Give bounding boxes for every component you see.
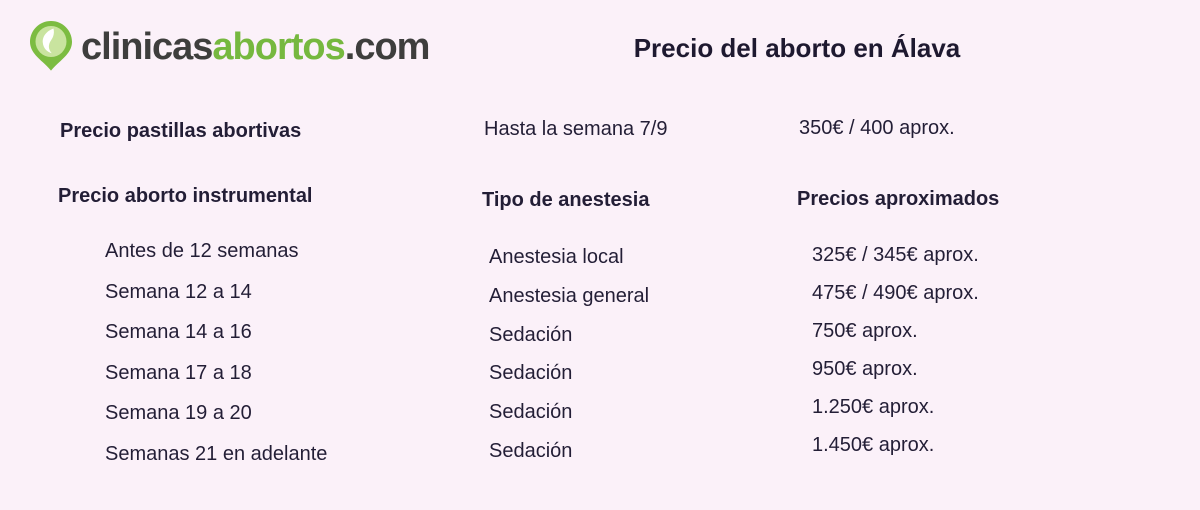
table-cell-week: Semanas 21 en adelante: [105, 442, 328, 465]
map-pin-icon: [30, 21, 72, 71]
table-cell-week: Semana 17 a 18: [105, 361, 252, 384]
logo: clinicasabortos.com: [28, 20, 431, 74]
table-cell-anesthesia: Anestesia local: [489, 246, 624, 268]
table-cell-anesthesia: Sedación: [489, 439, 573, 462]
table-cell-week: Semana 14 a 16: [105, 321, 252, 343]
table-cell-anesthesia: Anestesia general: [489, 284, 650, 307]
section-label-pastillas: Precio pastillas abortivas: [60, 120, 302, 142]
table-cell-week: Semana 19 a 20: [105, 402, 252, 424]
table-cell-week: Antes de 12 semanas: [105, 240, 299, 262]
table-cell-price: 475€ / 490€ aprox.: [812, 282, 979, 304]
page-title: Precio del aborto en Álava: [633, 33, 961, 63]
column-header-anesthesia: Tipo de anestesia: [482, 189, 650, 211]
logo-part-com: .com: [344, 26, 431, 68]
table-cell-price: 950€ aprox.: [812, 358, 918, 380]
table-cell-anesthesia: Sedación: [489, 401, 573, 424]
column-weeks: Antes de 12 semanas Semana 12 a 14 Seman…: [105, 239, 327, 466]
table-cell-week: Semana 12 a 14: [105, 280, 252, 303]
column-header-prices: Precios aproximados: [797, 188, 1000, 210]
logo-part-clinicas: clinicas: [81, 26, 213, 68]
section-label-instrumental: Precio aborto instrumental: [58, 185, 313, 207]
intro-price: 350€ / 400 aprox.: [799, 117, 955, 139]
table-cell-anesthesia: Sedación: [489, 362, 573, 385]
table-cell-anesthesia: Sedación: [489, 323, 573, 346]
table-cell-price: 325€ / 345€ aprox.: [812, 244, 979, 266]
logo-part-abortos: abortos: [212, 26, 345, 68]
column-anesthesia: Anestesia local Anestesia general Sedaci…: [489, 245, 649, 463]
column-prices: 325€ / 345€ aprox. 475€ / 490€ aprox. 75…: [812, 243, 979, 457]
logo-text: clinicasabortos.com: [81, 26, 431, 68]
table-cell-price: 1.450€ aprox.: [812, 434, 935, 456]
table-cell-price: 1.250€ aprox.: [812, 396, 935, 418]
intro-week: Hasta la semana 7/9: [484, 118, 668, 140]
table-cell-price: 750€ aprox.: [812, 320, 918, 342]
